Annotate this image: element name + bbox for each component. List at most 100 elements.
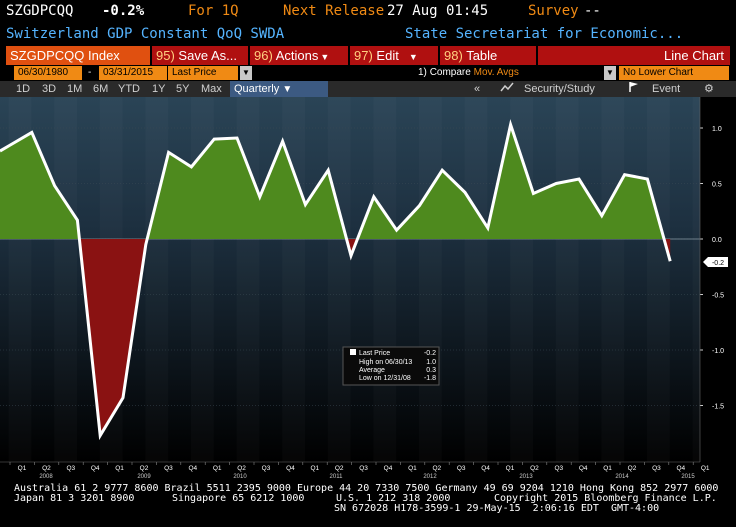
series-source: State Secretariat for Economic... (405, 26, 684, 42)
x-tick-label: Q3 (457, 465, 466, 472)
x-tick-label: Q1 (408, 465, 417, 472)
flag-icon[interactable] (628, 81, 640, 97)
background-band (419, 97, 442, 462)
legend-low-value: -1.8 (424, 375, 436, 382)
legend-high-value: 1.0 (426, 359, 436, 366)
period-1d[interactable]: 1D (16, 83, 31, 95)
footer-japan: Japan 81 3 3201 8900 (14, 493, 135, 504)
legend-last-price-label: Last Price (359, 350, 390, 357)
chart-type-select[interactable]: Line Chart (538, 46, 730, 65)
chart-legend: Last Price -0.2 High on 06/30/13 1.0 Ave… (342, 346, 440, 386)
period-6m[interactable]: 6M (93, 83, 109, 95)
x-tick-label: Q1 (603, 465, 612, 472)
y-tick-label: 0.5 (712, 182, 722, 189)
x-tick-label: Q1 (213, 465, 222, 472)
start-date-input[interactable]: 06/30/1980 (14, 66, 82, 80)
chevron-down-icon[interactable]: ▼ (604, 66, 616, 80)
next-release-label: Next Release (283, 3, 385, 19)
range-bar: 06/30/1980 - 03/31/2015 Last Price ▼ 1) … (0, 65, 736, 81)
event-button[interactable]: Event (652, 83, 681, 95)
legend-low-label: Low on 12/31/08 (359, 375, 411, 382)
footer-singapore: Singapore 65 6212 1000 (172, 493, 305, 504)
period-1m[interactable]: 1M (67, 83, 83, 95)
positive-area (147, 137, 347, 239)
survey-value: -- (584, 3, 601, 19)
x-tick-label: Q4 (384, 465, 393, 472)
compare-label[interactable]: 1) Compare Mov. Avgs (418, 67, 519, 78)
gear-icon[interactable]: ⚙ (704, 83, 714, 95)
security-study-button[interactable]: Security/Study (524, 83, 595, 95)
background-band (145, 97, 168, 462)
period-3d[interactable]: 3D (42, 83, 57, 95)
period-quarterly-select[interactable]: Quarterly ▼ (230, 81, 328, 97)
y-tick-label: -1.0 (712, 348, 724, 355)
legend-last-price-value: -0.2 (424, 350, 436, 357)
x-tick-label: Q2 (530, 465, 539, 472)
background-band (328, 97, 351, 462)
ticker-code: SZGDPCQQ (6, 3, 74, 19)
next-release-value: 27 Aug 01:45 (387, 3, 489, 19)
lower-chart-select[interactable]: No Lower Chart (619, 66, 729, 80)
x-tick-label: Q3 (164, 465, 173, 472)
x-tick-label: Q1 (701, 465, 710, 472)
period-bar: 1D 3D 1M 6M YTD 1Y 5Y Max Quarterly ▼ « … (0, 81, 736, 97)
chevron-down-icon: ▼ (320, 52, 330, 62)
x-tick-label: Q1 (506, 465, 515, 472)
range-separator: - (88, 67, 92, 78)
positive-area (357, 124, 665, 239)
x-tick-label: Q2 (432, 465, 441, 472)
actions-button[interactable]: 96) Actions ▼ (250, 46, 348, 65)
x-year-label: 2012 (423, 474, 437, 480)
footer-session: SN 672028 H178-3599-1 29-May-15 2:06:16 … (334, 503, 660, 514)
series-line (0, 119, 672, 441)
period-ytd[interactable]: YTD (118, 83, 140, 95)
save-as-button[interactable]: 95) Save As... (152, 46, 248, 65)
toolbar: SZGDPCQQ Index 95) Save As... 96) Action… (0, 46, 736, 65)
footer-line1: Australia 61 2 9777 8600 Brazil 5511 239… (14, 483, 719, 494)
field-select[interactable]: Last Price (168, 66, 238, 80)
x-tick-label: Q2 (237, 465, 246, 472)
line-chart: 1.0 0.5 0.0 -0.5 -1.0 -1.5 Q1 Q2 Q3 Q4 Q1 Q2 Q3 Q4 Q1… (0, 97, 736, 481)
index-label[interactable]: SZGDPCQQ Index (6, 46, 150, 65)
background-band (556, 97, 579, 462)
x-tick-label: Q3 (554, 465, 563, 472)
x-tick-label: Q1 (310, 465, 319, 472)
x-tick-label: Q3 (66, 465, 75, 472)
footer-copyright: Copyright 2015 Bloomberg Finance L.P. (494, 493, 717, 504)
end-date-input[interactable]: 03/31/2015 (99, 66, 167, 80)
legend-high-label: High on 06/30/13 (359, 359, 412, 366)
x-year-label: 2008 (39, 474, 53, 480)
x-tick-label: Q2 (140, 465, 149, 472)
background-band (601, 97, 624, 462)
edit-button[interactable]: 97) Edit ▼ (350, 46, 438, 65)
x-tick-label: Q4 (286, 465, 295, 472)
period-5y[interactable]: 5Y (176, 83, 190, 95)
background-band (647, 97, 670, 462)
x-tick-label: Q4 (91, 465, 100, 472)
survey-label: Survey (528, 3, 579, 19)
x-tick-label: Q4 (579, 465, 588, 472)
triangle-down-icon: ▼ (282, 84, 293, 95)
chart-canvas: 1.0 0.5 0.0 -0.5 -1.0 -1.5 Q1 Q2 Q3 Q4 Q1 Q2 Q3 Q4 Q1… (0, 97, 728, 480)
x-tick-label: Q4 (676, 465, 685, 472)
y-tick-label: 0.0 (712, 237, 722, 244)
x-tick-label: Q1 (115, 465, 124, 472)
x-year-label: 2015 (681, 474, 695, 480)
y-tick-label: -0.5 (712, 293, 724, 300)
x-tick-label: Q3 (262, 465, 271, 472)
period-1y[interactable]: 1Y (152, 83, 166, 95)
footer-us: U.S. 1 212 318 2000 (336, 493, 451, 504)
x-tick-label: Q2 (42, 465, 51, 472)
last-value: -0.2% (102, 3, 145, 19)
chart-tool-icon[interactable] (500, 81, 514, 97)
nav-left-button[interactable]: « (474, 83, 481, 95)
chevron-down-icon[interactable]: ▼ (240, 66, 252, 80)
period-label: For 1Q (188, 3, 239, 19)
table-button[interactable]: 98) Table (440, 46, 536, 65)
x-tick-label: Q2 (628, 465, 637, 472)
period-max[interactable]: Max (201, 83, 222, 95)
x-year-label: 2010 (233, 474, 247, 480)
background-band (373, 97, 396, 462)
x-year-label: 2009 (137, 474, 151, 480)
footer: Australia 61 2 9777 8600 Brazil 5511 239… (0, 481, 736, 527)
